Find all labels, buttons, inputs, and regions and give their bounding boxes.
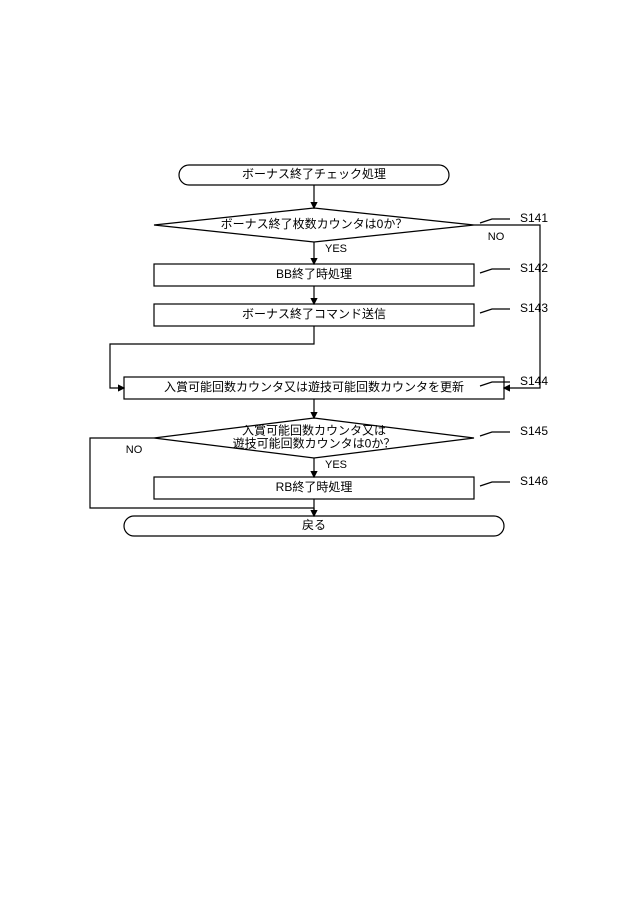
svg-text:ボーナス終了コマンド送信: ボーナス終了コマンド送信 xyxy=(242,306,386,321)
svg-text:S146: S146 xyxy=(520,474,548,488)
svg-text:入賞可能回数カウンタ又は: 入賞可能回数カウンタ又は xyxy=(242,423,386,438)
svg-text:S142: S142 xyxy=(520,261,548,275)
svg-text:S144: S144 xyxy=(520,374,548,388)
svg-text:戻る: 戻る xyxy=(302,518,326,532)
svg-text:YES: YES xyxy=(325,243,347,255)
svg-text:ボーナス終了チェック処理: ボーナス終了チェック処理 xyxy=(242,166,386,181)
flowchart: YES NO YES NO ボーナス終了チェック処理ボーナス終了枚数カウンタは0か？ S1… xyxy=(0,0,640,900)
svg-text:S145: S145 xyxy=(520,424,548,438)
svg-text:BB終了時処理: BB終了時処理 xyxy=(276,266,352,281)
svg-text:YES: YES xyxy=(325,459,347,471)
svg-text:RB終了時処理: RB終了時処理 xyxy=(276,479,353,494)
svg-text:ボーナス終了枚数カウンタは0か？: ボーナス終了枚数カウンタは0か？ xyxy=(221,216,408,231)
svg-text:S141: S141 xyxy=(520,211,548,225)
svg-text:NO: NO xyxy=(126,444,143,456)
svg-text:NO: NO xyxy=(488,231,505,243)
svg-text:入賞可能回数カウンタ又は遊技可能回数カウンタを更新: 入賞可能回数カウンタ又は遊技可能回数カウンタを更新 xyxy=(164,379,464,394)
svg-text:S143: S143 xyxy=(520,301,548,315)
svg-text:遊技可能回数カウンタは0か？: 遊技可能回数カウンタは0か？ xyxy=(233,436,396,451)
